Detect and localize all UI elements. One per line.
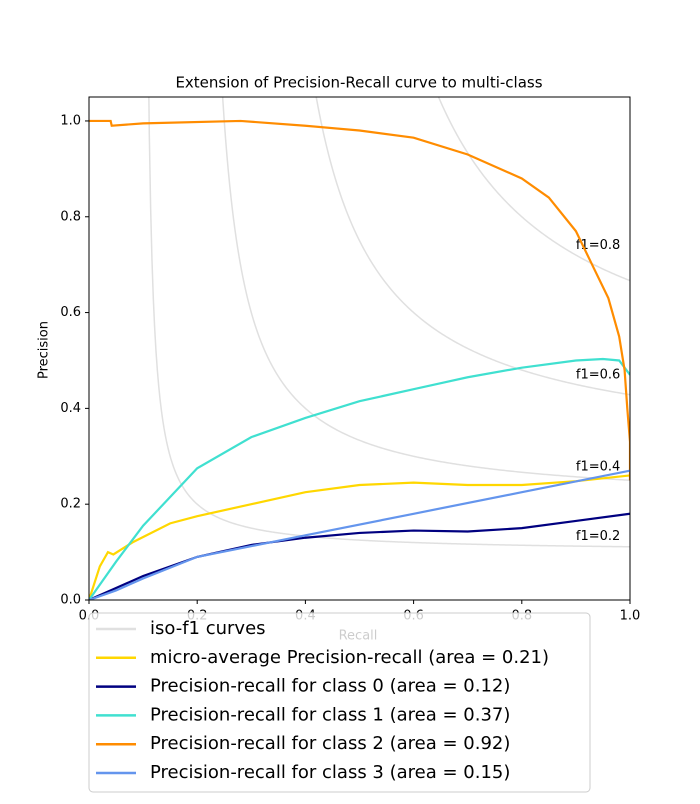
- y-tick-label: 0.4: [60, 401, 81, 416]
- iso-f1-label: f1=0.8: [576, 238, 620, 253]
- series-line: [89, 512, 630, 600]
- series-line: [89, 357, 630, 600]
- series-line: [89, 469, 630, 600]
- legend-label: Precision-recall for class 2 (area = 0.9…: [150, 733, 510, 754]
- iso-f1-curve: [148, 97, 630, 548]
- legend-label: iso-f1 curves: [150, 618, 266, 639]
- legend-label: micro-average Precision-recall (area = 0…: [150, 647, 549, 668]
- y-tick-label: 0.0: [60, 593, 81, 608]
- y-axis-label: Precision: [37, 321, 52, 379]
- y-tick-label: 1.0: [60, 113, 81, 128]
- legend-label: Precision-recall for class 0 (area = 0.1…: [150, 676, 510, 697]
- x-tick-label: 1.0: [620, 609, 641, 624]
- y-tick-label: 0.6: [60, 305, 81, 320]
- legend-box: [88, 612, 591, 793]
- series-line: [89, 474, 630, 600]
- chart-title: Extension of Precision-Recall curve to m…: [175, 74, 542, 92]
- legend-label: Precision-recall for class 1 (area = 0.3…: [150, 704, 510, 725]
- y-tick-label: 0.2: [60, 497, 81, 512]
- y-tick-label: 0.8: [60, 209, 81, 224]
- iso-f1-curve: [221, 97, 630, 481]
- legend-label: Precision-recall for class 3 (area = 0.1…: [150, 762, 510, 783]
- iso-f1-label: f1=0.6: [576, 367, 620, 382]
- series-line: [89, 119, 630, 481]
- iso-f1-curve: [437, 97, 630, 282]
- iso-f1-label: f1=0.2: [576, 529, 620, 544]
- iso-f1-curve: [315, 97, 630, 396]
- plot-frame: [88, 96, 631, 601]
- iso-f1-label: f1=0.4: [576, 460, 620, 475]
